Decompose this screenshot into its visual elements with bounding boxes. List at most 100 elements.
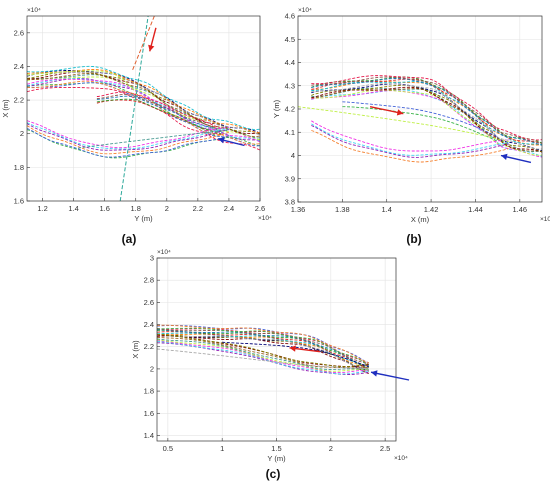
- trajectory-line: [311, 84, 542, 153]
- x-tick-label: 2.5: [380, 444, 390, 453]
- trajectory-line: [27, 70, 136, 93]
- trajectory-line: [311, 76, 542, 144]
- trajectory-line: [311, 81, 542, 145]
- y-tick-label: 1.8: [14, 163, 24, 172]
- y-axis-label: X (m): [1, 99, 10, 118]
- chart-panel-1: 1.2 1.4 1.6 1.8 2 2.2 2.4 2.6 1.6 1.8 2 2.2 2.4 2.6 ×1…: [1, 7, 272, 246]
- trajectory-line: [27, 69, 260, 134]
- y-tick-label: 2.8: [144, 276, 154, 285]
- x-exponent: ×10⁴: [258, 215, 272, 222]
- trajectory-line: [27, 80, 260, 145]
- panel-label: (b): [406, 232, 421, 246]
- arrow-head: [396, 109, 404, 116]
- arrow-head: [218, 137, 225, 144]
- y-tick-label: 3.9: [285, 174, 295, 183]
- trajectory-line: [27, 74, 260, 139]
- y-tick-label: 2: [150, 364, 154, 373]
- x-tick-label: 0.5: [163, 444, 173, 453]
- x-tick-label: 1.4: [382, 205, 392, 214]
- y-tick-label: 4.3: [285, 81, 295, 90]
- x-tick-label: 1.44: [468, 205, 483, 214]
- x-exponent: ×10⁵: [540, 216, 550, 223]
- x-tick-label: 1.4: [68, 204, 78, 213]
- trajectory-line: [27, 82, 260, 147]
- trajectory-line: [311, 83, 542, 150]
- x-tick-label: 2.2: [193, 204, 203, 213]
- trajectory-line: [311, 120, 509, 152]
- x-tick-label: 2: [329, 444, 333, 453]
- y-tick-label: 4.6: [285, 12, 295, 21]
- x-tick-label: 1.36: [291, 205, 306, 214]
- trajectory-line: [311, 89, 542, 156]
- y-tick-label: 4.4: [285, 58, 295, 67]
- y-exponent: ×10⁴: [157, 249, 171, 256]
- trajectory-line: [27, 76, 260, 141]
- x-tick-label: 2.4: [224, 204, 234, 213]
- trajectory-line: [27, 86, 260, 151]
- trajectory-line: [27, 65, 260, 130]
- y-tick-label: 2.4: [144, 320, 154, 329]
- y-tick-label: 2.6: [144, 298, 154, 307]
- trajectory-line: [96, 91, 222, 130]
- x-tick-label: 1: [220, 444, 224, 453]
- y-tick-label: 4.5: [285, 35, 295, 44]
- trajectory-line: [157, 348, 369, 370]
- trajectory-line: [311, 76, 542, 144]
- x-tick-label: 1.2: [37, 204, 47, 213]
- x-axis-label: Y (m): [267, 454, 286, 463]
- y-tick-label: 2.2: [144, 342, 154, 351]
- trajectory-line: [27, 77, 260, 142]
- trajectory-line: [342, 101, 498, 138]
- y-tick-label: 1.4: [144, 431, 154, 440]
- trajectory-line: [157, 327, 370, 366]
- trajectory-line: [157, 338, 369, 370]
- panel-label: (c): [266, 467, 281, 481]
- trajectory-line: [311, 75, 542, 141]
- trajectory-line: [27, 125, 230, 155]
- arrow-head: [371, 370, 378, 377]
- x-tick-label: 1.42: [424, 205, 439, 214]
- trajectory-line: [27, 122, 229, 151]
- x-axis-label: Y (m): [134, 214, 153, 223]
- trajectory-line: [311, 78, 542, 144]
- y-axis-label: Y (m): [272, 99, 281, 118]
- trajectory-line: [311, 90, 542, 158]
- trajectory-line: [157, 340, 369, 375]
- trajectory-line: [311, 83, 542, 151]
- trajectory-line: [311, 123, 509, 156]
- trajectory-line: [27, 122, 229, 150]
- trajectory-line: [157, 342, 369, 375]
- x-exponent: ×10⁴: [394, 455, 408, 462]
- panel-label: (a): [122, 232, 137, 246]
- y-tick-label: 4.1: [285, 128, 295, 137]
- straight-trajectory: [119, 16, 149, 201]
- y-tick-label: 2: [20, 129, 24, 138]
- trajectory-line: [157, 327, 370, 365]
- plot-area: [27, 16, 260, 201]
- x-axis-label: X (m): [411, 215, 430, 224]
- trajectory-line: [27, 78, 260, 143]
- chart-panel-3: 0.5 1 1.5 2 2.51.41.61.822.22.42.62.83×10⁴×1…: [131, 249, 410, 481]
- x-tick-label: 1.5: [271, 444, 281, 453]
- y-tick-label: 4: [291, 151, 295, 160]
- y-tick-label: 2.4: [14, 62, 24, 71]
- axes-box: [26, 15, 261, 202]
- arrow-head: [289, 345, 296, 352]
- trajectory-line: [157, 324, 369, 363]
- trajectory-line: [311, 130, 509, 163]
- y-tick-label: 1.8: [144, 387, 154, 396]
- y-tick-label: 1.6: [14, 197, 24, 206]
- trajectory-line: [342, 106, 498, 142]
- trajectory-line: [96, 98, 222, 135]
- trajectory-line: [298, 106, 509, 143]
- trajectory-line: [157, 339, 369, 374]
- trajectory-line: [311, 86, 542, 153]
- trajectory-line: [27, 71, 260, 136]
- x-tick-label: 1.46: [513, 205, 528, 214]
- y-tick-label: 4.2: [285, 105, 295, 114]
- y-tick-label: 2.6: [14, 28, 24, 37]
- x-tick-label: 1.8: [131, 204, 141, 213]
- y-tick-label: 3: [150, 254, 154, 263]
- trajectory-line: [157, 329, 369, 367]
